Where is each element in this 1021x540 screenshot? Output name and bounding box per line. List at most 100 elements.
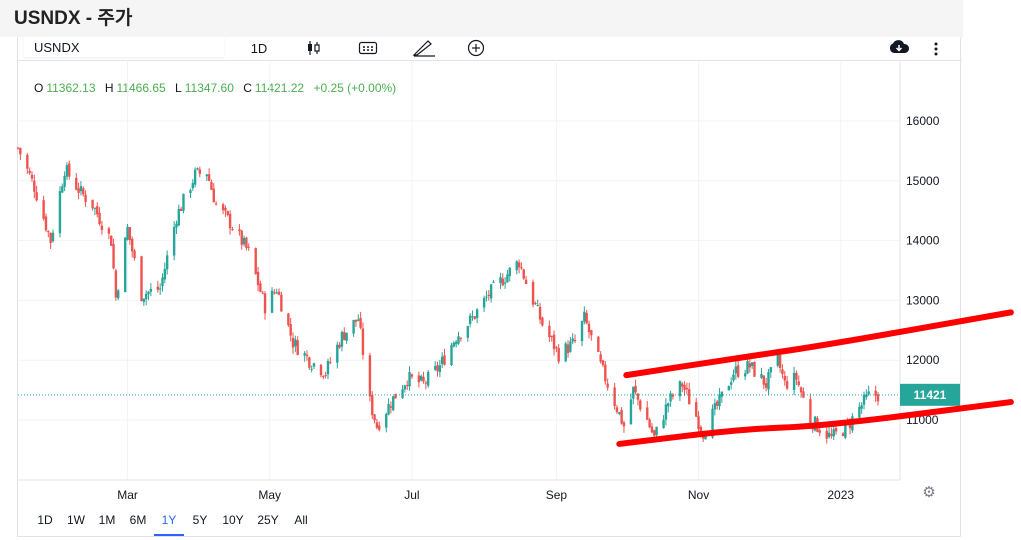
candle-body[interactable] [16, 147, 20, 149]
drawing-icon[interactable] [410, 37, 438, 59]
candle-body[interactable] [685, 387, 689, 390]
candle-body[interactable] [571, 338, 574, 342]
settings-gear-icon[interactable]: ⚙ [922, 483, 935, 501]
candle-body[interactable] [792, 372, 796, 391]
candle-body[interactable] [28, 170, 31, 174]
candle-body[interactable] [564, 343, 567, 362]
candle-body[interactable] [26, 154, 29, 169]
candle-body[interactable] [743, 373, 747, 377]
candle-body[interactable] [259, 283, 262, 292]
candle-body[interactable] [604, 364, 607, 382]
candle-body[interactable] [862, 394, 866, 405]
candle-body[interactable] [289, 324, 292, 336]
candle-body[interactable] [536, 305, 539, 307]
range-button-1y[interactable]: 1Y [154, 506, 184, 536]
candle-body[interactable] [704, 435, 707, 440]
candle-body[interactable] [555, 347, 558, 349]
candle-body[interactable] [634, 385, 637, 393]
candle-body[interactable] [767, 372, 770, 390]
candle-body[interactable] [254, 248, 257, 274]
candle-body[interactable] [387, 403, 390, 415]
candle-body[interactable] [144, 293, 148, 300]
candle-body[interactable] [256, 271, 260, 286]
candle-body[interactable] [487, 294, 490, 297]
candle-body[interactable] [385, 414, 388, 428]
candle-body[interactable] [242, 237, 246, 245]
candle-body[interactable] [867, 391, 870, 395]
candle-body[interactable] [566, 344, 570, 353]
candle-body[interactable] [110, 235, 113, 246]
candle-body[interactable] [65, 165, 69, 177]
candle-body[interactable] [378, 425, 381, 430]
candle-body[interactable] [548, 325, 551, 337]
candle-body[interactable] [19, 148, 22, 155]
candle-body[interactable] [79, 186, 83, 192]
candle-body[interactable] [238, 229, 241, 232]
candle-body[interactable] [156, 286, 160, 290]
candle-body[interactable] [294, 339, 297, 347]
candle-body[interactable] [615, 407, 619, 413]
candle-body[interactable] [874, 390, 877, 396]
candle-body[interactable] [844, 421, 847, 438]
candle-body[interactable] [51, 232, 55, 242]
candle-body[interactable] [671, 394, 675, 397]
range-button-10y[interactable]: 10Y [222, 513, 244, 527]
candle-body[interactable] [392, 396, 395, 411]
candle-body[interactable] [126, 226, 129, 240]
candle-body[interactable] [613, 387, 616, 407]
candle-body[interactable] [841, 433, 845, 436]
candle-body[interactable] [303, 353, 306, 356]
candle-body[interactable] [212, 188, 215, 203]
candle-body[interactable] [275, 292, 278, 294]
candle-body[interactable] [165, 255, 169, 270]
candle-body[interactable] [858, 406, 861, 418]
candle-body[interactable] [128, 227, 132, 240]
candle-body[interactable] [394, 393, 397, 399]
candle-body[interactable] [667, 403, 670, 407]
candle-body[interactable] [140, 256, 143, 301]
candle-body[interactable] [522, 269, 525, 279]
candle-body[interactable] [830, 434, 833, 436]
more-options-icon[interactable] [926, 37, 946, 59]
candle-body[interactable] [100, 225, 104, 231]
candle-body[interactable] [468, 315, 472, 324]
candle-body[interactable] [664, 404, 668, 420]
candle-body[interactable] [471, 316, 474, 318]
candle-body[interactable] [149, 288, 153, 292]
candle-body[interactable] [681, 383, 684, 387]
interval-button[interactable]: 1D [250, 40, 268, 56]
candle-body[interactable] [459, 337, 463, 339]
candle-body[interactable] [112, 244, 115, 269]
candle-body[interactable] [876, 394, 880, 402]
candle-body[interactable] [482, 297, 486, 308]
candle-body[interactable] [263, 293, 267, 314]
candle-body[interactable] [601, 360, 605, 366]
range-button-1d[interactable]: 1D [37, 513, 53, 527]
candle-body[interactable] [762, 375, 765, 385]
candle-body[interactable] [336, 344, 339, 363]
candle-body[interactable] [247, 246, 250, 248]
candle-body[interactable] [452, 342, 456, 347]
candle-body[interactable] [305, 354, 309, 357]
candle-body[interactable] [373, 414, 376, 421]
candle-body[interactable] [98, 212, 101, 225]
candle-body[interactable] [531, 281, 535, 305]
candle-body[interactable] [91, 199, 94, 209]
candle-body[interactable] [580, 321, 584, 342]
indicators-icon[interactable] [354, 37, 382, 59]
candle-body[interactable] [541, 317, 544, 326]
candle-body[interactable] [732, 374, 735, 381]
candle-body[interactable] [158, 288, 162, 290]
candle-body[interactable] [240, 230, 243, 245]
candle-body[interactable] [221, 204, 225, 211]
candle-body[interactable] [802, 391, 805, 398]
candle-body[interactable] [860, 405, 863, 409]
candle-body[interactable] [77, 188, 80, 193]
candle-body[interactable] [214, 203, 218, 205]
candle-body[interactable] [736, 365, 740, 377]
range-button-6m[interactable]: 6M [129, 513, 147, 527]
candle-body[interactable] [368, 355, 372, 397]
candle-body[interactable] [618, 412, 621, 414]
candle-body[interactable] [454, 341, 458, 345]
